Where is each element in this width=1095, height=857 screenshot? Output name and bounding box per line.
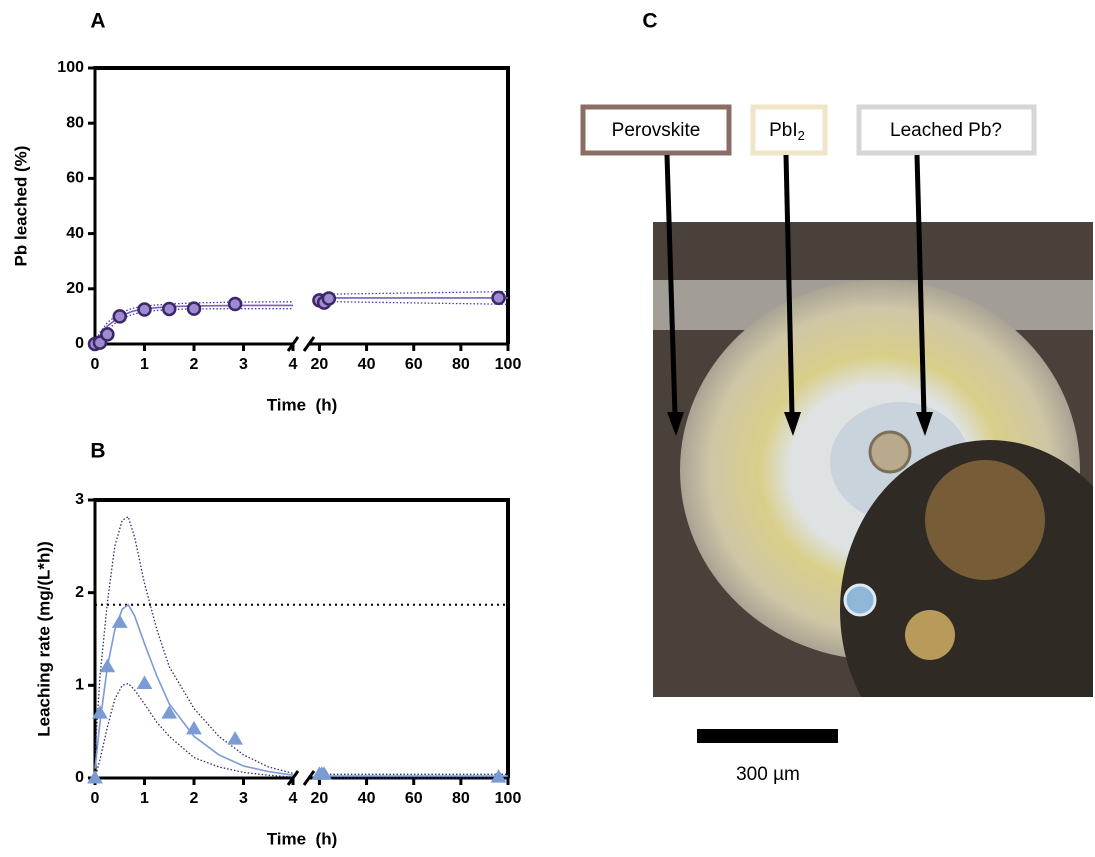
fit-line — [94, 297, 508, 345]
label: Leached Pb? — [890, 120, 1002, 141]
x-axis-label: Time (h) — [267, 829, 338, 848]
y-tick-label: 60 — [66, 170, 84, 187]
x-tick-label: 2 — [190, 790, 199, 807]
confidence-band — [94, 682, 508, 779]
label: PbI2 — [769, 120, 805, 143]
x-tick-label: 3 — [239, 356, 248, 373]
x-axis-label: Time (h) — [267, 395, 338, 414]
x-tick-label: 1 — [140, 790, 149, 807]
panel-letter: C — [642, 10, 657, 33]
y-tick-label: 2 — [75, 584, 84, 601]
confidence-band — [94, 290, 509, 343]
data-point — [136, 675, 153, 689]
y-tick-label: 40 — [66, 225, 84, 242]
data-point — [186, 301, 202, 316]
axis-break — [302, 336, 316, 352]
scale-label: 300 µm — [736, 764, 800, 785]
x-tick-label: 0 — [91, 356, 100, 373]
axis-break — [302, 770, 316, 786]
x-tick-label: 2 — [190, 356, 199, 373]
x-tick-label: 4 — [289, 790, 298, 807]
arrowheads — [667, 412, 933, 436]
data-point — [490, 769, 507, 783]
x-tick-label: 4 — [289, 356, 298, 373]
data-point — [161, 705, 178, 719]
label-box — [580, 104, 732, 156]
x-tick-label: 40 — [358, 790, 376, 807]
x-tick-label: 80 — [452, 356, 470, 373]
panel-letter: B — [90, 440, 105, 463]
y-tick-label: 0 — [75, 769, 84, 786]
confidence-band — [94, 515, 508, 775]
panel-letter: A — [90, 10, 105, 33]
micrograph — [653, 222, 1093, 697]
y-axis-label: Leaching rate (mg/(L*h)) — [34, 541, 53, 737]
label: Perovskite — [612, 120, 701, 141]
data-point — [316, 766, 333, 780]
x-tick-label: 40 — [358, 356, 376, 373]
y-tick-label: 100 — [57, 59, 84, 76]
fit-line — [94, 603, 508, 777]
data-point — [186, 720, 202, 735]
label-box — [750, 104, 828, 156]
y-axis-label: Pb leached (%) — [11, 146, 30, 267]
x-tick-label: 0 — [91, 790, 100, 807]
data-point — [99, 658, 116, 673]
data-point — [100, 327, 115, 342]
y-tick-label: 0 — [75, 335, 84, 352]
data-point — [111, 614, 128, 628]
x-tick-label: 20 — [311, 356, 329, 373]
x-tick-label: 1 — [140, 356, 149, 373]
label-box — [856, 104, 1037, 156]
data-point — [162, 301, 177, 317]
y-tick-label: 80 — [66, 114, 84, 131]
data-point — [137, 302, 152, 317]
arrows — [664, 154, 927, 416]
scale-bar — [697, 729, 838, 743]
y-tick-label: 3 — [75, 491, 84, 508]
x-tick-label: 100 — [495, 356, 522, 373]
x-tick-label: 60 — [405, 356, 423, 373]
data-point — [87, 770, 103, 784]
x-tick-label: 80 — [452, 790, 470, 807]
x-tick-label: 60 — [405, 790, 423, 807]
label-sub: 2 — [798, 128, 805, 143]
x-tick-label: 100 — [495, 790, 522, 807]
data-point — [227, 296, 243, 312]
data-point — [112, 309, 127, 324]
x-tick-label: 20 — [311, 790, 329, 807]
data-point — [92, 705, 108, 719]
data-point — [227, 731, 243, 745]
y-tick-label: 20 — [66, 280, 84, 297]
data-point — [491, 290, 506, 306]
data-point — [321, 291, 337, 306]
x-tick-label: 3 — [239, 790, 248, 807]
y-tick-label: 1 — [75, 677, 84, 694]
label-main: PbI — [769, 120, 798, 141]
